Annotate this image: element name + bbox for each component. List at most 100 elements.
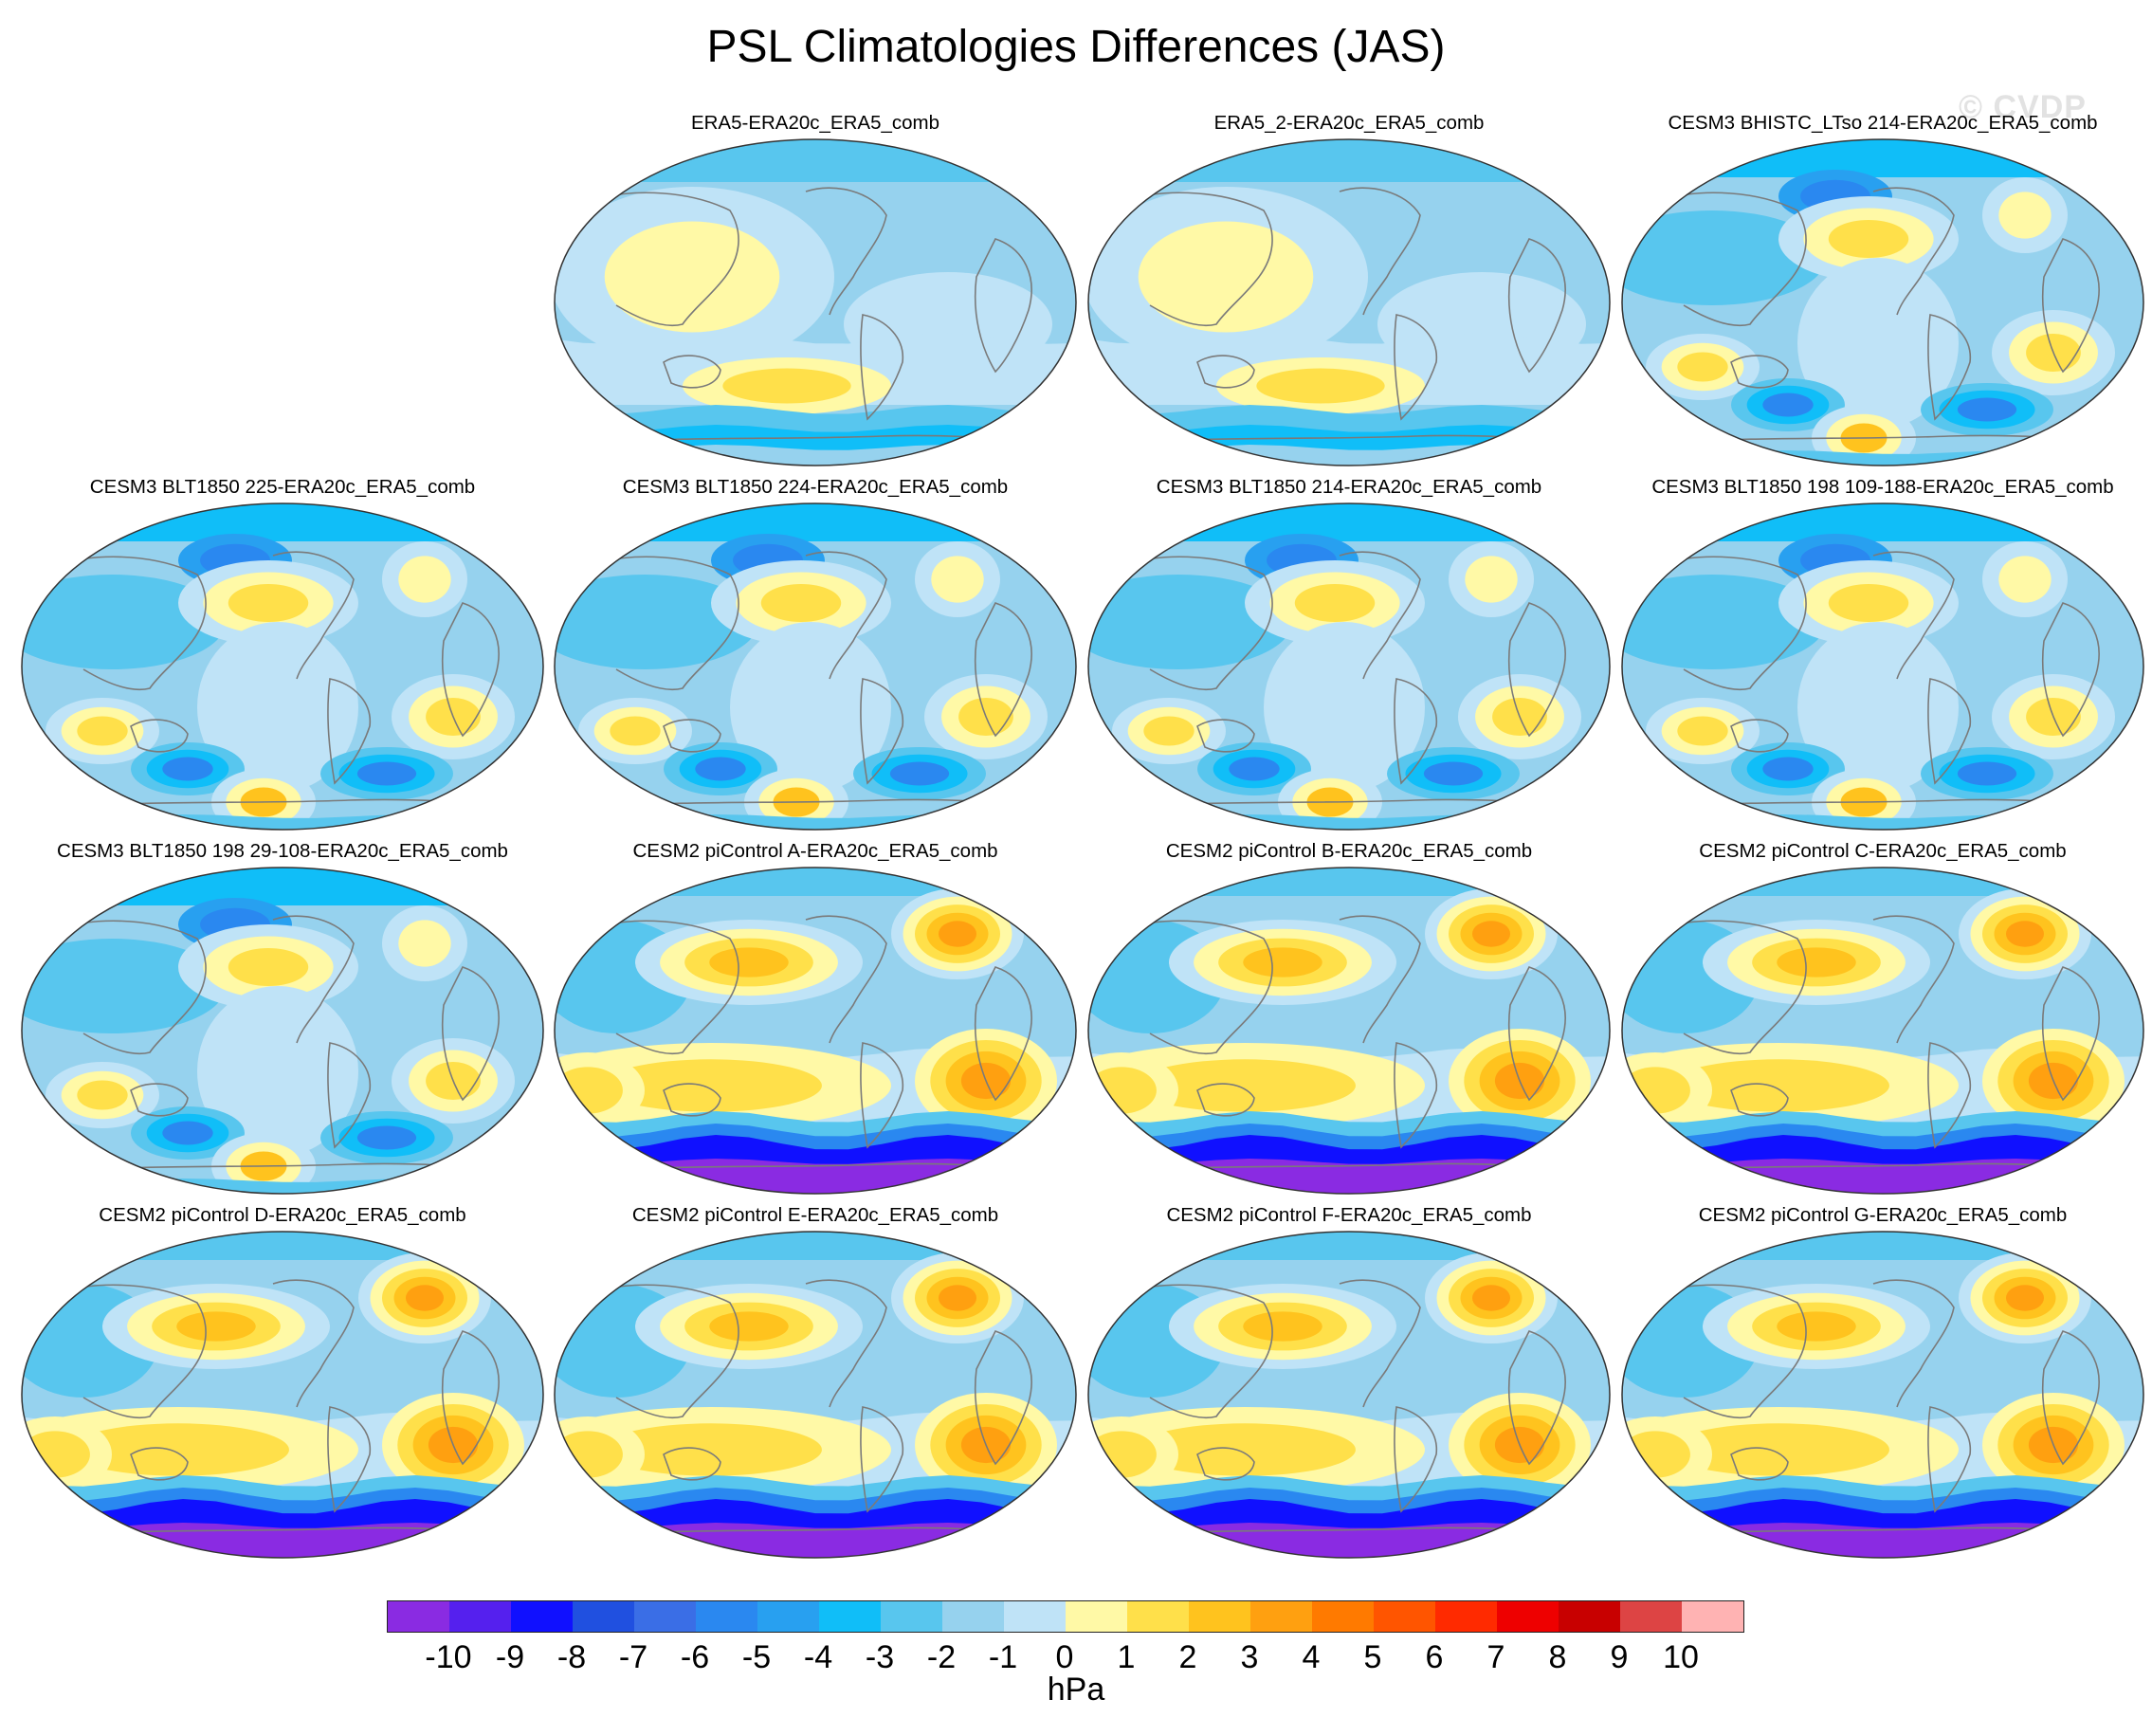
north-atlantic-high bbox=[1998, 192, 2052, 239]
southern-low-west bbox=[1762, 757, 1814, 781]
colorbar-tick-label: 5 bbox=[1363, 1639, 1382, 1675]
tropical-high bbox=[604, 221, 780, 333]
arctic-band bbox=[22, 503, 543, 541]
coastline bbox=[1339, 551, 1421, 680]
coastline bbox=[1394, 314, 1437, 421]
map-border bbox=[554, 503, 1077, 831]
psl-difference-map bbox=[1621, 138, 2144, 466]
coastline bbox=[130, 1083, 189, 1117]
panel-title: CESM2 piControl G-ERA20c_ERA5_comb bbox=[1698, 1204, 2068, 1226]
north-atlantic-high bbox=[406, 1285, 444, 1311]
tropical-high bbox=[1138, 221, 1314, 333]
indian-ocean-high bbox=[1143, 716, 1195, 746]
coastline bbox=[1339, 187, 1421, 316]
southern-low-east bbox=[1423, 761, 1484, 786]
coastline bbox=[805, 1279, 887, 1408]
coastline bbox=[130, 1447, 189, 1481]
coastline bbox=[2041, 602, 2100, 738]
map-border bbox=[1087, 867, 1611, 1195]
colorbar: -10 -9 -8 -7 -6 -5 -4 -3 -2 -1 0 1 2 3 4 5 6 7 8 9 10 bbox=[387, 1600, 1744, 1675]
coastline bbox=[1654, 556, 1807, 691]
north-pacific-high bbox=[709, 1311, 789, 1342]
north-atlantic-high bbox=[1472, 921, 1510, 947]
map-border bbox=[1621, 503, 2144, 831]
arctic-band bbox=[1622, 139, 2143, 177]
coastline bbox=[587, 556, 739, 691]
colorbar-tick-label: 8 bbox=[1548, 1639, 1567, 1675]
colorbar-swatch bbox=[881, 1601, 942, 1632]
colorbar-tick-label: 4 bbox=[1302, 1639, 1321, 1675]
map-border bbox=[1087, 503, 1611, 831]
coastline bbox=[1507, 238, 1566, 374]
coastline bbox=[1121, 192, 1273, 327]
colorbar-tick-label: -4 bbox=[803, 1639, 833, 1675]
coastline bbox=[1196, 1083, 1255, 1117]
colorbar-swatch bbox=[757, 1601, 819, 1632]
map-panel: CESM3 BLT1850 214-ERA20c_ERA5_comb bbox=[1084, 476, 1614, 840]
colorbar-tick-label: -10 bbox=[425, 1639, 472, 1675]
colorbar-tick-label: -1 bbox=[988, 1639, 1018, 1675]
panel-title: CESM2 piControl C-ERA20c_ERA5_comb bbox=[1699, 840, 2067, 862]
psl-difference-map bbox=[1087, 867, 1611, 1195]
map-panel: CESM3 BLT1850 225-ERA20c_ERA5_comb bbox=[17, 476, 548, 840]
north-pacific-high bbox=[228, 948, 309, 986]
coastline bbox=[441, 1330, 500, 1466]
map-border bbox=[554, 867, 1077, 1195]
coastline bbox=[1507, 602, 1566, 738]
coastline bbox=[1654, 1284, 1807, 1419]
colorbar-tick-label: 1 bbox=[1117, 1639, 1136, 1675]
panel-title: ERA5-ERA20c_ERA5_comb bbox=[690, 112, 940, 134]
coastline bbox=[1121, 556, 1273, 691]
south-pacific-high bbox=[1668, 1059, 1889, 1112]
coastline bbox=[1654, 192, 1807, 327]
north-atlantic-high bbox=[2006, 921, 2044, 947]
map-panel: CESM2 piControl G-ERA20c_ERA5_comb bbox=[1617, 1204, 2148, 1568]
coastline bbox=[805, 915, 887, 1044]
cvdp-watermark: © CVDP bbox=[1959, 89, 2087, 125]
coastline bbox=[663, 1083, 721, 1117]
north-pacific-high bbox=[760, 584, 842, 622]
north-pacific-high bbox=[1828, 220, 1909, 258]
north-pacific-high bbox=[1294, 584, 1376, 622]
coastline bbox=[860, 1406, 903, 1513]
colorbar-swatch bbox=[1004, 1601, 1066, 1632]
coastline bbox=[587, 920, 739, 1055]
arctic-band bbox=[555, 503, 1076, 541]
central-pacific-ridge bbox=[197, 622, 358, 793]
panel-title: CESM3 BHISTC_LTso 214-ERA20c_ERA5_comb bbox=[1668, 112, 2098, 134]
north-pacific-high bbox=[1777, 1311, 1856, 1342]
coastline bbox=[1196, 355, 1255, 389]
north-pacific-high bbox=[1243, 947, 1322, 978]
coastline bbox=[974, 966, 1032, 1102]
southern-low-west bbox=[162, 757, 213, 781]
southern-low-west bbox=[695, 757, 746, 781]
coastline bbox=[54, 1284, 207, 1419]
coastline bbox=[974, 602, 1032, 738]
map-border bbox=[554, 138, 1077, 466]
colorbar-tick-label: -9 bbox=[495, 1639, 525, 1675]
coastline bbox=[1121, 1284, 1273, 1419]
coastline bbox=[2041, 238, 2100, 374]
north-atlantic-high bbox=[1998, 556, 2052, 603]
colorbar-swatch bbox=[1250, 1601, 1312, 1632]
coastline bbox=[1872, 551, 1955, 680]
coastline bbox=[663, 1447, 721, 1481]
colorbar-tick-label: -8 bbox=[556, 1639, 587, 1675]
coastline bbox=[1196, 1447, 1255, 1481]
coastline bbox=[1394, 1406, 1437, 1513]
panel-title: CESM2 piControl E-ERA20c_ERA5_comb bbox=[631, 1204, 999, 1226]
south-pacific-high bbox=[1134, 1423, 1356, 1476]
colorbar-tick-label: -5 bbox=[741, 1639, 772, 1675]
arctic-band bbox=[1088, 139, 1610, 182]
southern-low-east bbox=[356, 761, 417, 786]
coastline bbox=[54, 920, 207, 1055]
colorbar-tick-label: 0 bbox=[1055, 1639, 1074, 1675]
colorbar-swatch bbox=[942, 1601, 1004, 1632]
map-border bbox=[1087, 138, 1611, 466]
coastline bbox=[327, 1042, 371, 1149]
colorbar-tick-label: -2 bbox=[926, 1639, 957, 1675]
coastline bbox=[1730, 719, 1789, 753]
map-border bbox=[1621, 1231, 2144, 1559]
coastline bbox=[272, 551, 355, 680]
asian-low bbox=[1622, 575, 1826, 669]
